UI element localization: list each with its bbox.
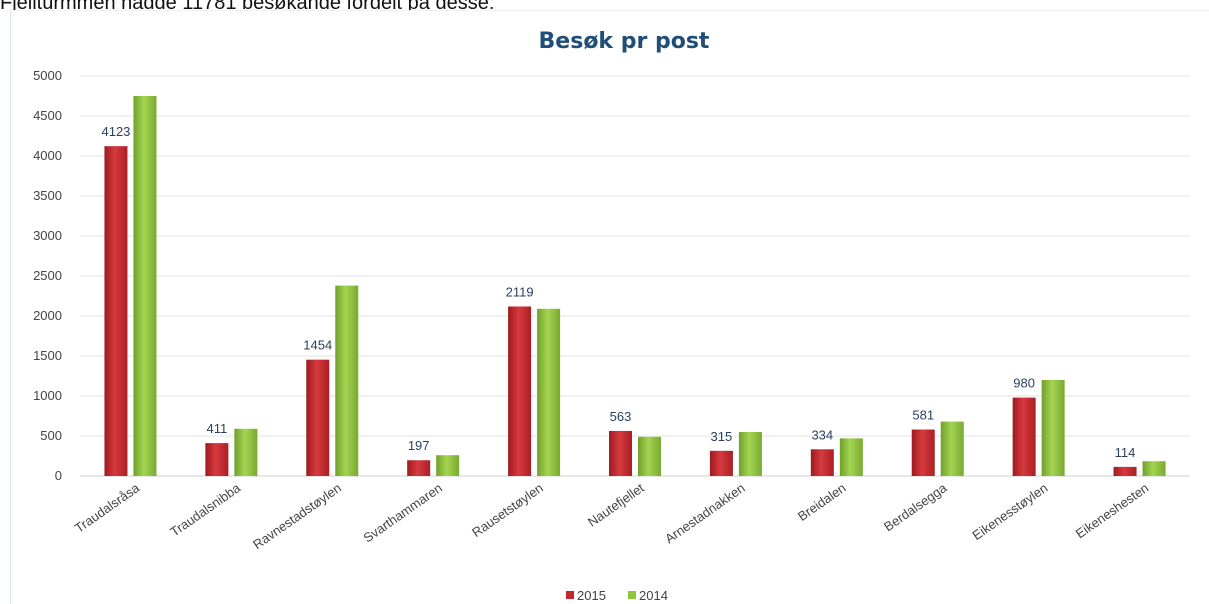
chart-title: Besøk pr post — [539, 29, 710, 54]
y-tick-label: 500 — [40, 428, 62, 443]
data-label: 1454 — [303, 338, 332, 353]
bar-2014-4 — [537, 308, 561, 476]
x-tick-label: Eikenesstøylen — [970, 480, 1051, 543]
legend-label: 2015 — [577, 588, 606, 603]
bar-2014-5 — [638, 436, 661, 476]
y-tick-label: 2000 — [33, 308, 62, 323]
x-tick-label: Traudalsråsa — [72, 480, 143, 536]
bar-2015-9 — [1012, 397, 1036, 476]
data-label: 114 — [1115, 445, 1136, 460]
bar-2015-3 — [407, 460, 431, 476]
data-label: 4123 — [101, 124, 130, 139]
y-tick-label: 4500 — [33, 108, 62, 123]
x-axis: Traudalsråsa Traudalsnibba Ravnestadstøyle… — [72, 480, 1151, 552]
y-tick-label: 1000 — [33, 388, 62, 403]
legend: 2015 2014 — [566, 588, 668, 603]
bar-2014-9 — [1041, 380, 1065, 476]
x-tick-label: Berdalsegga — [881, 480, 950, 535]
x-tick-label: Svarthammaren — [361, 480, 445, 545]
y-tick-label: 4000 — [33, 148, 62, 163]
x-tick-label: Nautefjellet — [585, 480, 647, 530]
y-tick-label: 1500 — [33, 348, 62, 363]
x-tick-label: Rausetstøylen — [469, 480, 546, 540]
bar-2015-6 — [709, 450, 733, 476]
y-axis: 0 500 1000 1500 2000 2500 3000 3500 4000 4500 5000 — [33, 68, 62, 483]
bar-2014-7 — [839, 438, 863, 476]
legend-swatch-2015 — [566, 591, 574, 599]
bar-2014-6 — [738, 432, 762, 476]
bars: 4123 411 1454 197 2119 563 315 334 581 980 114 — [101, 96, 1166, 476]
data-label: 334 — [811, 427, 833, 442]
x-tick-label: Arnestadnakken — [662, 480, 748, 546]
bar-2014-8 — [940, 421, 964, 476]
bar-2015-1 — [205, 443, 229, 476]
data-label: 2119 — [506, 284, 534, 299]
data-label: 980 — [1013, 376, 1035, 391]
bar-2015-8 — [911, 429, 935, 476]
bar-2014-2 — [335, 285, 359, 476]
gridlines — [80, 75, 1190, 477]
bar-2015-7 — [810, 449, 834, 476]
bar-2014-1 — [234, 428, 258, 476]
data-label: 197 — [408, 438, 430, 453]
x-tick-label: Traudalsnibba — [167, 480, 243, 540]
y-tick-label: 3000 — [33, 228, 62, 243]
bar-2014-10 — [1142, 461, 1166, 476]
bar-2015-5 — [609, 430, 632, 476]
x-tick-label: Eikeneshesten — [1073, 480, 1151, 541]
bar-2014-3 — [436, 455, 460, 476]
x-tick-label: Ravnestadstøylen — [250, 480, 344, 552]
y-tick-label: 3500 — [33, 188, 62, 203]
data-label: 581 — [912, 408, 934, 423]
bar-2014-0 — [133, 96, 157, 476]
bar-2015-4 — [508, 306, 532, 476]
data-label: 315 — [711, 429, 733, 444]
bar-2015-10 — [1113, 466, 1137, 476]
bar-2015-2 — [306, 359, 330, 476]
y-tick-label: 0 — [55, 468, 62, 483]
bar-2015-0 — [104, 146, 128, 476]
y-tick-label: 2500 — [33, 268, 62, 283]
y-tick-label: 5000 — [33, 68, 62, 83]
x-tick-label: Breidalen — [795, 480, 849, 524]
chart-area — [10, 10, 1209, 604]
legend-label: 2014 — [639, 588, 668, 603]
data-label: 563 — [610, 409, 632, 424]
data-label: 411 — [206, 421, 227, 436]
legend-swatch-2014 — [628, 591, 636, 599]
